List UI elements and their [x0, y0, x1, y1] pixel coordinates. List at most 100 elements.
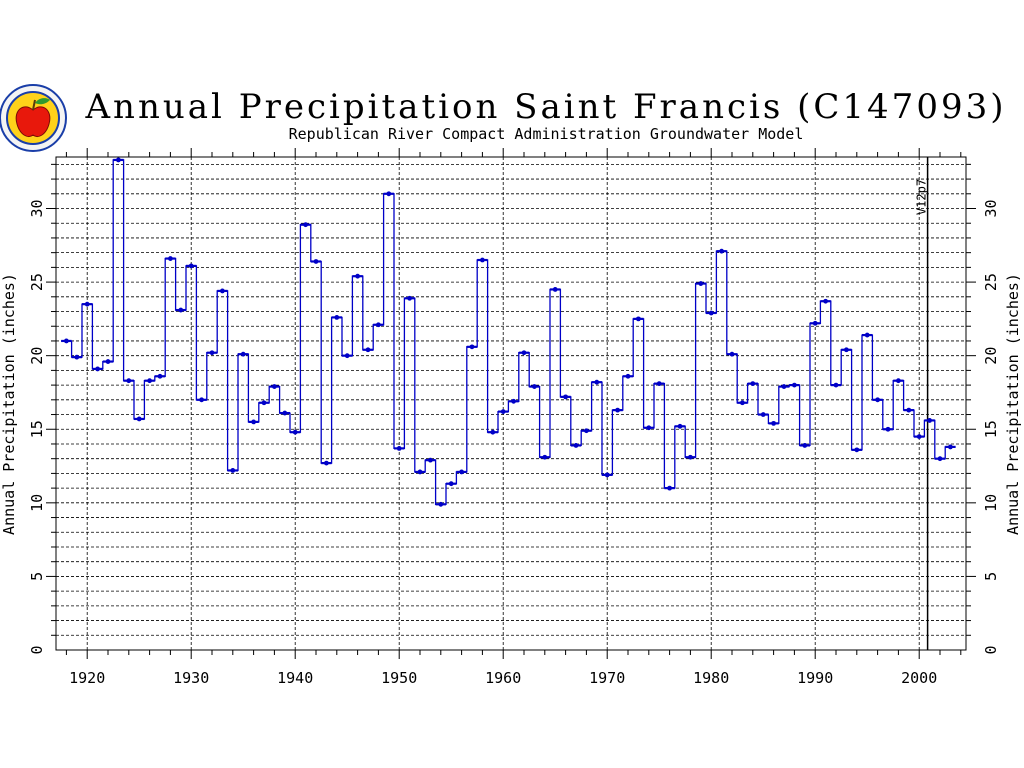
y-tick-label-right: 10: [982, 494, 1000, 512]
data-point: [625, 373, 631, 379]
data-point: [802, 443, 808, 448]
data-point: [615, 407, 620, 413]
data-point: [126, 378, 132, 384]
data-point: [677, 423, 683, 429]
data-point: [178, 307, 184, 313]
data-point: [469, 344, 475, 350]
data-point: [313, 259, 319, 264]
data-point: [428, 457, 433, 463]
data-point: [74, 354, 80, 360]
data-point: [792, 382, 797, 388]
data-point: [303, 222, 308, 228]
x-tick-label: 1950: [381, 669, 417, 687]
grid: [56, 157, 966, 650]
data-point: [906, 407, 912, 413]
data-point: [594, 379, 600, 385]
y-axis-label-right: Annual Precipitation (inches): [1004, 273, 1022, 535]
data-point: [667, 485, 672, 491]
data-point: [604, 472, 610, 478]
x-tick-label: 1990: [797, 669, 833, 687]
y-tick-label-left: 30: [28, 199, 46, 217]
precipitation-step-line: [61, 159, 956, 505]
data-point: [438, 501, 444, 507]
data-point: [292, 429, 298, 435]
data-point: [480, 257, 485, 263]
data-point: [168, 256, 173, 261]
data-point: [511, 398, 516, 404]
data-point: [500, 409, 506, 414]
data-point: [823, 298, 828, 304]
data-point: [209, 350, 215, 356]
x-tick-label: 1960: [485, 669, 521, 687]
data-point: [272, 384, 277, 389]
data-point: [344, 353, 350, 359]
data-point: [636, 316, 641, 322]
chart-subtitle: Republican River Compact Administration …: [289, 125, 804, 143]
data-point: [105, 359, 111, 364]
y-axis-label-left: Annual Precipitation (inches): [0, 273, 18, 535]
x-tick-label: 2000: [901, 669, 937, 687]
y-tick-label-right: 25: [982, 273, 1000, 291]
data-point: [188, 263, 194, 269]
data-point: [948, 444, 953, 450]
data-point: [916, 434, 922, 440]
y-tick-label-left: 0: [28, 645, 46, 654]
plot-frame: [55, 156, 967, 651]
data-point: [157, 373, 163, 379]
data-point: [230, 468, 236, 473]
data-point: [781, 384, 787, 389]
version-marker-label: V12p7: [915, 179, 929, 215]
data-point: [750, 381, 756, 387]
data-point: [854, 447, 860, 453]
data-point: [688, 454, 693, 460]
data-point: [448, 481, 454, 487]
data-point: [386, 191, 392, 197]
y-tick-label-right: 15: [982, 420, 1000, 438]
data-point: [833, 382, 839, 388]
chart-title: Annual Precipitation Saint Francis (C147…: [85, 87, 1007, 127]
data-point: [490, 429, 496, 435]
data-point: [542, 454, 548, 460]
data-point: [84, 301, 90, 307]
y-tick-label-left: 15: [28, 420, 46, 438]
data-point: [334, 315, 340, 320]
data-point: [573, 443, 579, 448]
data-point: [927, 418, 932, 423]
data-point: [240, 351, 246, 357]
x-tick-label: 1970: [589, 669, 625, 687]
data-point: [656, 381, 662, 387]
y-tick-label-left: 20: [28, 347, 46, 365]
data-point: [282, 410, 288, 416]
data-point: [355, 273, 360, 279]
data-point: [719, 248, 724, 254]
x-tick-label: 1940: [277, 669, 313, 687]
data-point: [552, 287, 558, 292]
data-point: [771, 420, 776, 426]
data-point: [864, 332, 870, 338]
data-point: [64, 338, 69, 344]
x-tick-label: 1980: [693, 669, 729, 687]
data-point: [698, 281, 704, 286]
data-point: [729, 351, 735, 357]
y-tick-label-left: 5: [28, 572, 46, 581]
data-point: [261, 400, 267, 406]
data-point: [844, 347, 849, 353]
data-point: [740, 400, 745, 406]
data-point: [532, 384, 537, 389]
data-point: [136, 416, 142, 422]
data-point: [199, 397, 205, 403]
y-tick-label-left: 25: [28, 273, 46, 291]
y-tick-label-left: 10: [28, 494, 46, 512]
apple-logo-icon: [0, 84, 67, 152]
data-point: [365, 347, 371, 353]
data-point: [875, 397, 880, 403]
axis-ticks: 1920 1930 1940 1950 1960 1970 1980 1990 2000 0 0 5 5…: [28, 148, 1000, 687]
data-point: [646, 425, 652, 431]
precipitation-series: [61, 157, 956, 507]
version-marker: V12p7: [915, 157, 929, 650]
data-point: [116, 157, 121, 163]
data-point: [937, 456, 943, 462]
y-tick-label-right: 20: [982, 347, 1000, 365]
y-tick-label-right: 30: [982, 199, 1000, 217]
data-point: [251, 419, 256, 425]
